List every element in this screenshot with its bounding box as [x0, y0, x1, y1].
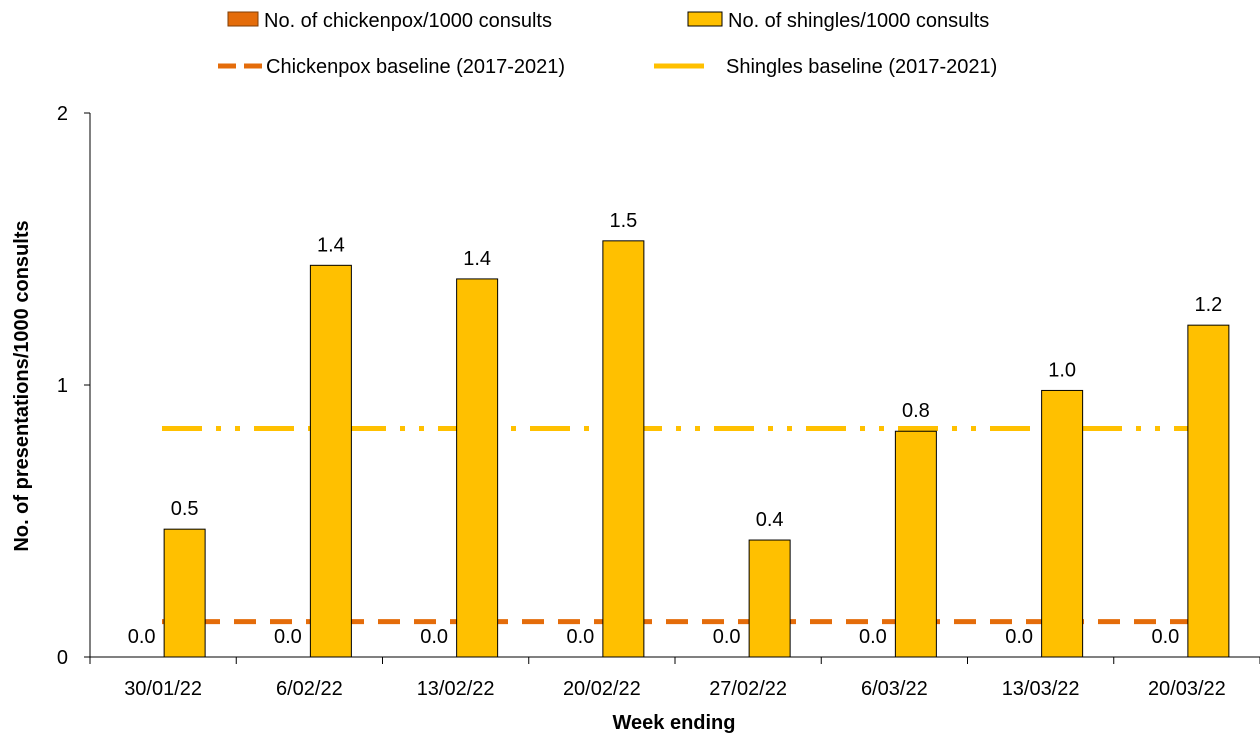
legend-label-shingles: No. of shingles/1000 consults [728, 10, 989, 32]
x-tick-label: 20/02/22 [563, 678, 641, 700]
bar-shingles [894, 430, 937, 658]
bar-shingles [602, 240, 645, 658]
y-tick-label: 0 [57, 647, 68, 669]
y-tick-label: 1 [57, 375, 68, 397]
data-label-shingles: 1.4 [317, 234, 345, 256]
bar-shingles [456, 278, 499, 658]
data-label-shingles: 1.5 [609, 210, 637, 232]
data-label-shingles: 1.0 [1048, 359, 1076, 381]
bar-shingles [309, 264, 352, 658]
data-label-chickenpox: 0.0 [859, 626, 887, 648]
x-tick-label: 13/03/22 [1002, 678, 1080, 700]
data-label-chickenpox: 0.0 [128, 626, 156, 648]
x-tick-label: 27/02/22 [709, 678, 787, 700]
data-label-chickenpox: 0.0 [420, 626, 448, 648]
data-label-chickenpox: 0.0 [1005, 626, 1033, 648]
data-label-shingles: 1.4 [463, 248, 491, 270]
data-label-shingles: 0.4 [756, 509, 784, 531]
bar-shingles [1187, 324, 1230, 658]
data-label-chickenpox: 0.0 [1151, 626, 1179, 648]
legend-label-chickenpox-baseline: Chickenpox baseline (2017-2021) [266, 56, 565, 78]
data-label-shingles: 0.5 [171, 498, 199, 520]
legend-swatch-chickenpox [227, 11, 259, 27]
x-tick-label: 6/03/22 [861, 678, 928, 700]
data-label-chickenpox: 0.0 [713, 626, 741, 648]
data-label-chickenpox: 0.0 [274, 626, 302, 648]
y-tick-label: 2 [57, 103, 68, 125]
data-label-chickenpox: 0.0 [566, 626, 594, 648]
plot-area: 0 1 2 0.0 0.5 30/01/22 0.0 1.4 6/02/22 0.0 1.4 13/0… [57, 103, 1260, 700]
legend-label-shingles-baseline: Shingles baseline (2017-2021) [726, 56, 997, 78]
bar-shingles [748, 539, 791, 658]
x-tick-label: 30/01/22 [124, 678, 202, 700]
x-tick-label: 6/02/22 [276, 678, 343, 700]
bar-shingles [1041, 389, 1084, 658]
legend-swatch-shingles [687, 11, 723, 27]
legend: No. of chickenpox/1000 consults No. of s… [218, 10, 997, 78]
y-axis-title: No. of presentations/1000 consults [11, 220, 33, 551]
legend-label-chickenpox: No. of chickenpox/1000 consults [264, 10, 552, 32]
x-tick-label: 20/03/22 [1148, 678, 1226, 700]
data-label-shingles: 0.8 [902, 400, 930, 422]
x-tick-label: 13/02/22 [417, 678, 495, 700]
data-label-shingles: 1.2 [1194, 294, 1222, 316]
x-axis-title: Week ending [613, 712, 736, 734]
bar-shingles [163, 528, 206, 658]
